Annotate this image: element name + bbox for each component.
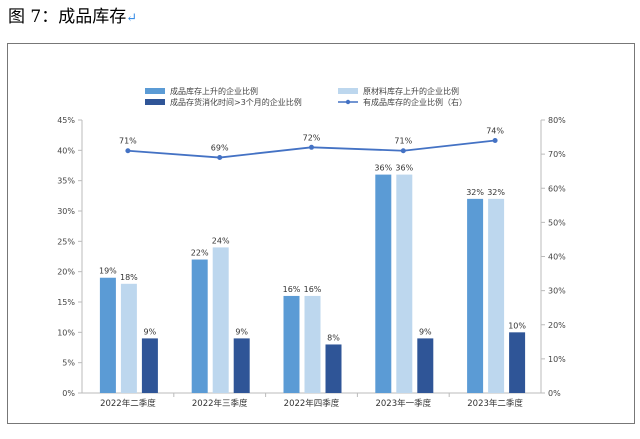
bar-2 bbox=[488, 198, 505, 393]
left-tick-label: 5% bbox=[62, 359, 75, 368]
legend-label: 原材料库存上升的企业比例 bbox=[363, 86, 459, 96]
line-point bbox=[400, 148, 406, 154]
right-tick-label: 80% bbox=[548, 116, 566, 125]
left-tick-label: 30% bbox=[57, 207, 75, 216]
bar-label: 36% bbox=[374, 164, 392, 173]
legend-label: 有成品库存的企业比例（右） bbox=[363, 97, 467, 107]
bar-3 bbox=[141, 338, 158, 393]
x-tick-label: 2022年二季度 bbox=[100, 398, 156, 409]
bar-1 bbox=[467, 198, 484, 393]
bar-2 bbox=[396, 174, 413, 393]
bar-label: 22% bbox=[191, 249, 209, 258]
legend-label: 成品库存上升的企业比例 bbox=[170, 86, 258, 96]
right-tick-label: 60% bbox=[548, 184, 566, 193]
x-tick-label: 2023年一季度 bbox=[375, 398, 431, 409]
legend-swatch bbox=[338, 88, 358, 94]
line-label: 71% bbox=[394, 137, 412, 146]
line-point bbox=[309, 144, 314, 150]
line-label: 69% bbox=[211, 144, 229, 153]
bar-2 bbox=[120, 283, 137, 393]
right-tick-label: 50% bbox=[548, 218, 566, 227]
figure-title: 图 7：成品库存↵ bbox=[8, 2, 137, 27]
bar-label: 9% bbox=[419, 327, 432, 336]
bar-2 bbox=[304, 295, 321, 393]
line-point bbox=[492, 137, 498, 143]
x-tick-label: 2022年四季度 bbox=[284, 398, 340, 409]
left-tick-label: 0% bbox=[62, 389, 75, 398]
bar-3 bbox=[509, 332, 526, 393]
line-label: 71% bbox=[119, 137, 137, 146]
bar-3 bbox=[417, 338, 434, 393]
bar-label: 10% bbox=[508, 321, 526, 330]
bar-label: 18% bbox=[120, 273, 138, 282]
left-tick-label: 15% bbox=[57, 298, 75, 307]
left-tick-label: 45% bbox=[57, 116, 75, 125]
x-tick-label: 2022年三季度 bbox=[192, 398, 248, 409]
legend-swatch bbox=[145, 88, 165, 94]
left-tick-label: 35% bbox=[57, 177, 75, 186]
title-text: 图 7：成品库存 bbox=[8, 7, 127, 27]
bar-1 bbox=[99, 277, 116, 393]
right-tick-label: 30% bbox=[548, 287, 566, 296]
right-tick-label: 70% bbox=[548, 150, 566, 159]
legend-label: 成品存货消化时间>3个月的企业比例 bbox=[170, 97, 302, 107]
bar-1 bbox=[283, 295, 300, 393]
bar-label: 9% bbox=[235, 327, 248, 336]
bar-1 bbox=[191, 259, 208, 393]
bar-label: 8% bbox=[327, 333, 340, 342]
line-label: 72% bbox=[303, 133, 321, 142]
line-point bbox=[217, 155, 223, 161]
bar-label: 36% bbox=[395, 164, 413, 173]
right-tick-label: 10% bbox=[548, 355, 566, 364]
left-tick-label: 40% bbox=[57, 146, 75, 155]
right-tick-label: 40% bbox=[548, 253, 566, 262]
line-label: 74% bbox=[486, 126, 504, 135]
return-mark-icon: ↵ bbox=[126, 11, 138, 26]
bar-label: 24% bbox=[212, 236, 230, 245]
legend-swatch bbox=[145, 99, 165, 105]
bar-label: 9% bbox=[144, 327, 157, 336]
bar-label: 19% bbox=[99, 267, 117, 276]
bar-label: 32% bbox=[466, 188, 484, 197]
right-tick-label: 20% bbox=[548, 321, 566, 330]
bar-1 bbox=[375, 174, 392, 393]
legend-marker bbox=[345, 99, 351, 105]
left-tick-label: 10% bbox=[57, 328, 75, 337]
line-point bbox=[125, 148, 131, 154]
bar-label: 16% bbox=[283, 285, 301, 294]
bar-2 bbox=[212, 247, 229, 393]
left-tick-label: 20% bbox=[57, 268, 75, 277]
bar-3 bbox=[233, 338, 250, 393]
x-tick-label: 2023年二季度 bbox=[467, 398, 523, 409]
bar-label: 16% bbox=[304, 285, 322, 294]
bar-label: 32% bbox=[487, 188, 505, 197]
left-tick-label: 25% bbox=[57, 237, 75, 246]
right-tick-label: 0% bbox=[548, 389, 561, 398]
bar-3 bbox=[325, 344, 342, 393]
chart-frame bbox=[7, 43, 635, 424]
